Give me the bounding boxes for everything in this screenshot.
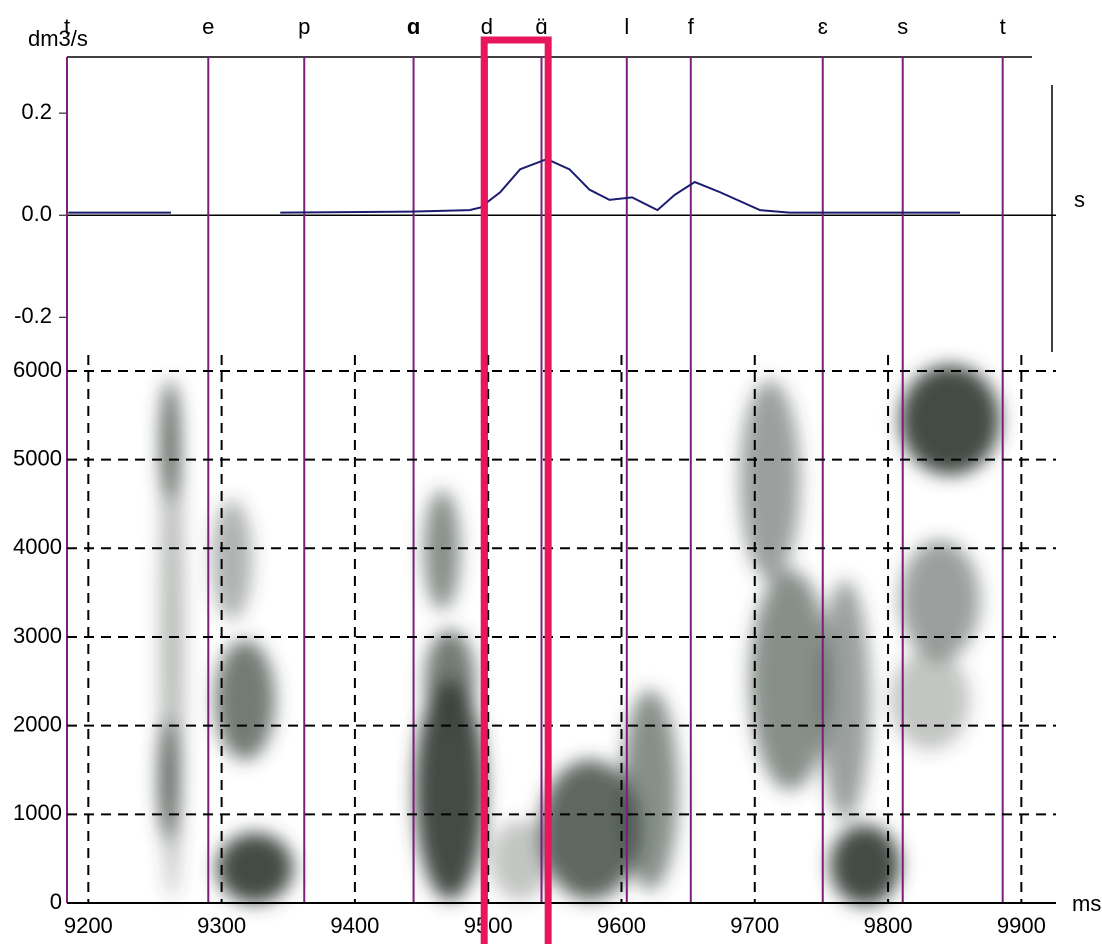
segment-label: f [688, 14, 695, 39]
y-tick-label: 5000 [13, 445, 62, 470]
segment-label: p [298, 14, 310, 39]
segment-label: t [1000, 14, 1006, 39]
x-tick-label: 9500 [464, 913, 513, 938]
y-tick-label: 4000 [13, 534, 62, 559]
x-axis-label: s [1074, 187, 1085, 212]
highlight-box [480, 36, 552, 944]
x-tick-label: 9400 [330, 913, 379, 938]
segment-label: ɑ [407, 14, 420, 39]
segment-label: l [624, 14, 629, 39]
segment-label: ɛ [818, 14, 828, 39]
y-tick-label: 3000 [13, 623, 62, 648]
y-tick-label: -0.2 [14, 303, 52, 328]
x-tick-label: 9600 [597, 913, 646, 938]
x-tick-label: 9700 [730, 913, 779, 938]
spectrogram-energy [158, 365, 1000, 905]
x-tick-label: 9200 [64, 913, 113, 938]
segment-label: ɑ̈ [535, 14, 547, 39]
segment-label: e [202, 14, 214, 39]
y-tick-label: 2000 [13, 711, 62, 736]
segment-label: t [64, 14, 70, 39]
x-tick-label: 9800 [864, 913, 913, 938]
y-axis-label: dm3/s [28, 26, 88, 51]
y-tick-label: 0.2 [21, 99, 52, 124]
y-tick-label: 6000 [13, 357, 62, 382]
segment-label: d [481, 14, 493, 39]
x-axis-label: ms [1072, 891, 1101, 916]
y-tick-label: 0 [50, 889, 62, 914]
y-tick-label: 0.0 [21, 201, 52, 226]
x-tick-label: 9300 [197, 913, 246, 938]
x-tick-label: 9900 [997, 913, 1046, 938]
segment-label: s [897, 14, 908, 39]
y-tick-label: 1000 [13, 800, 62, 825]
airflow-line [68, 157, 961, 214]
